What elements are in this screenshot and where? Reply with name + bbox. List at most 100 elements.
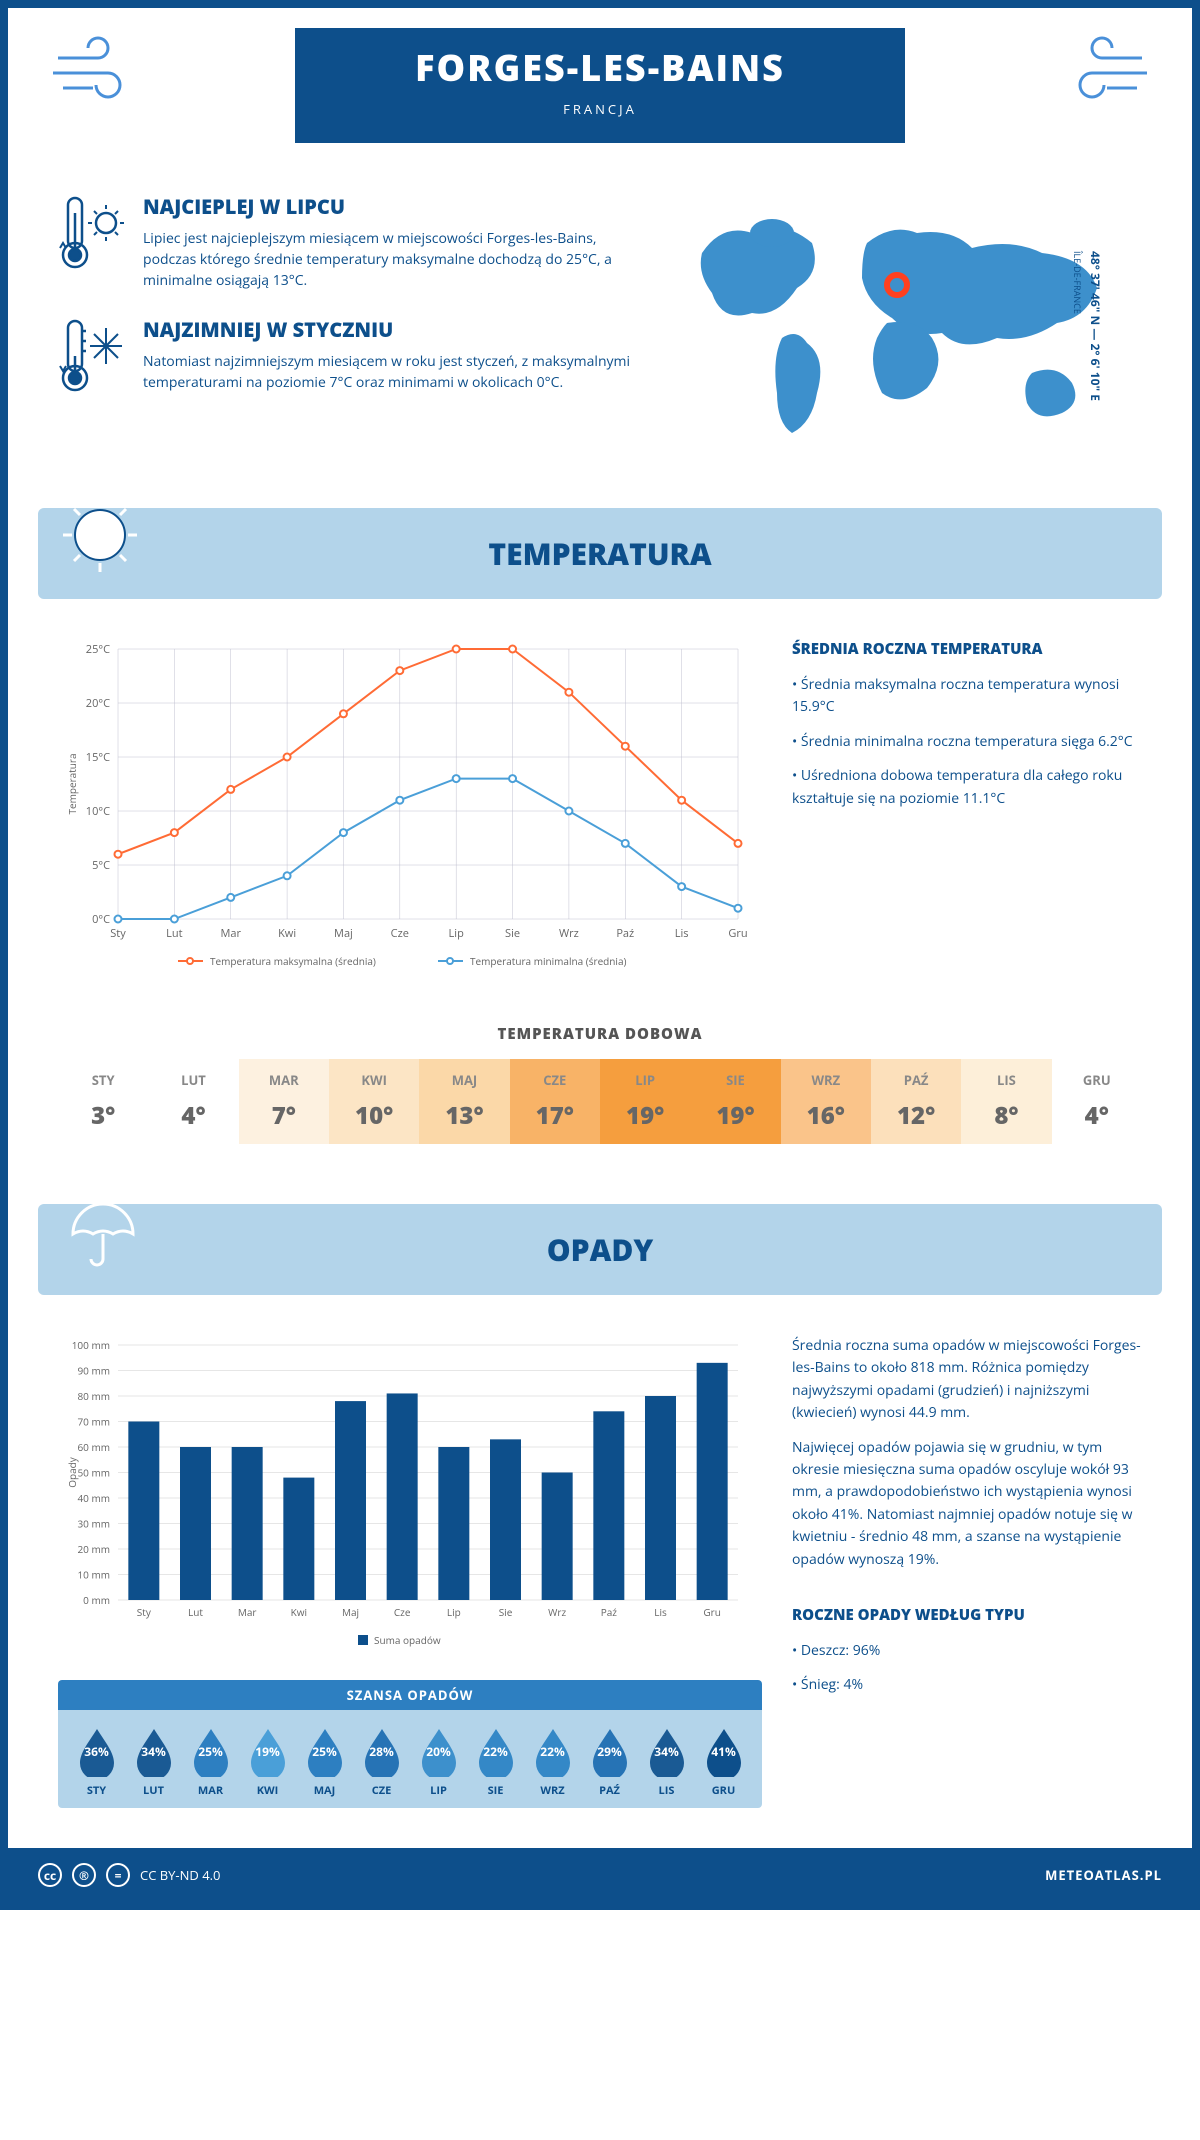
svg-text:Mar: Mar (220, 926, 241, 941)
svg-text:Suma opadów: Suma opadów (374, 1633, 441, 1647)
daily-temp-grid: STY3°LUT4°MAR7°KWI10°MAJ13°CZE17°LIP19°S… (58, 1059, 1142, 1144)
svg-text:Lip: Lip (447, 1605, 461, 1619)
license-block: cc ® = CC BY-ND 4.0 (38, 1863, 220, 1887)
svg-text:40 mm: 40 mm (77, 1491, 110, 1505)
svg-text:5°C: 5°C (92, 858, 110, 873)
intro-section: NAJCIEPLEJ W LIPCU Lipiec jest najcieple… (8, 163, 1192, 488)
svg-text:Sty: Sty (137, 1605, 152, 1619)
svg-text:Temperatura minimalna (średnia: Temperatura minimalna (średnia) (470, 954, 627, 968)
svg-text:Cze: Cze (394, 1605, 411, 1619)
svg-text:Cze: Cze (391, 926, 409, 941)
warmest-desc: Lipiec jest najcieplejszym miesiącem w m… (143, 228, 632, 291)
temperature-line-chart: 0°C5°C10°C15°C20°C25°CStyLutMarKwiMajCze… (58, 639, 762, 984)
svg-text:30 mm: 30 mm (77, 1517, 110, 1531)
svg-text:Maj: Maj (342, 1605, 359, 1619)
temp-stat-1: • Średnia maksymalna roczna temperatura … (792, 674, 1142, 719)
svg-text:Temperatura: Temperatura (65, 753, 79, 814)
rain-chance-cell: 25%MAJ (296, 1725, 353, 1798)
svg-text:Lis: Lis (654, 1605, 667, 1619)
rain-desc-2: Najwięcej opadów pojawia się w grudniu, … (792, 1437, 1142, 1571)
svg-text:Lis: Lis (675, 926, 689, 941)
page: FORGES-LES-BAINS FRANCJA NAJCIEPLEJ W LI… (0, 0, 1200, 1910)
svg-text:Opady: Opady (65, 1456, 79, 1488)
rain-chance-cell: 19%KWI (239, 1725, 296, 1798)
coldest-desc: Natomiast najzimniejszym miesiącem w rok… (143, 351, 632, 393)
rain-chance-cell: 28%CZE (353, 1725, 410, 1798)
rain-stats: Średnia roczna suma opadów w miejscowośc… (792, 1335, 1142, 1828)
svg-text:Kwi: Kwi (278, 926, 296, 941)
umbrella-icon (58, 1189, 143, 1274)
svg-text:Maj: Maj (334, 926, 353, 941)
daily-temp-cell: WRZ16° (781, 1059, 871, 1144)
svg-text:Sie: Sie (499, 1605, 513, 1619)
rain-type-title: ROCZNE OPADY WEDŁUG TYPU (792, 1605, 1142, 1625)
temp-stat-3: • Uśredniona dobowa temperatura dla całe… (792, 765, 1142, 810)
footer: cc ® = CC BY-ND 4.0 METEOATLAS.PL (8, 1848, 1192, 1902)
coldest-title: NAJZIMNIEJ W STYCZNIU (143, 316, 632, 343)
coords-value: 48° 37' 46" N — 2° 6' 10" E (1087, 250, 1104, 400)
nd-icon: = (106, 1863, 130, 1887)
temperature-section-header: TEMPERATURA (38, 508, 1162, 599)
svg-text:Mar: Mar (238, 1605, 257, 1619)
temperature-chart-area: 0°C5°C10°C15°C20°C25°CStyLutMarKwiMajCze… (8, 619, 1192, 1004)
svg-text:Lip: Lip (449, 926, 465, 941)
header: FORGES-LES-BAINS FRANCJA (8, 8, 1192, 163)
temperature-stats: ŚREDNIA ROCZNA TEMPERATURA • Średnia mak… (792, 639, 1142, 984)
rain-chance-cell: 22%WRZ (524, 1725, 581, 1798)
rain-bar-chart: 0 mm10 mm20 mm30 mm40 mm50 mm60 mm70 mm8… (58, 1335, 762, 1828)
thermometer-hot-icon (58, 193, 128, 291)
svg-text:100 mm: 100 mm (72, 1338, 110, 1352)
daily-temp-cell: LIP19° (600, 1059, 690, 1144)
daily-temp-cell: MAJ13° (419, 1059, 509, 1144)
daily-temp-cell: STY3° (58, 1059, 148, 1144)
daily-temp-cell: LIS8° (961, 1059, 1051, 1144)
daily-temperature: TEMPERATURA DOBOWA STY3°LUT4°MAR7°KWI10°… (8, 1004, 1192, 1184)
rain-desc-1: Średnia roczna suma opadów w miejscowośc… (792, 1335, 1142, 1425)
rain-section-header: OPADY (38, 1204, 1162, 1295)
rain-header-label: OPADY (547, 1229, 654, 1270)
daily-temp-title: TEMPERATURA DOBOWA (58, 1024, 1142, 1044)
by-icon: ® (72, 1863, 96, 1887)
svg-text:60 mm: 60 mm (77, 1440, 110, 1454)
site-name: METEOATLAS.PL (1045, 1866, 1162, 1884)
warmest-block: NAJCIEPLEJ W LIPCU Lipiec jest najcieple… (58, 193, 632, 291)
svg-text:50 mm: 50 mm (77, 1466, 110, 1480)
rain-chance-cell: 36%STY (68, 1725, 125, 1798)
rain-chart-area: 0 mm10 mm20 mm30 mm40 mm50 mm60 mm70 mm8… (8, 1315, 1192, 1848)
city-title: FORGES-LES-BAINS (415, 43, 785, 92)
svg-text:10°C: 10°C (86, 804, 110, 819)
daily-temp-cell: SIE19° (690, 1059, 780, 1144)
svg-text:15°C: 15°C (86, 750, 110, 765)
svg-text:Temperatura maksymalna (średni: Temperatura maksymalna (średnia) (210, 954, 376, 968)
svg-text:Wrz: Wrz (559, 926, 579, 941)
rain-chance-cell: 41%GRU (695, 1725, 752, 1798)
svg-text:20 mm: 20 mm (77, 1542, 110, 1556)
daily-temp-cell: PAŹ12° (871, 1059, 961, 1144)
svg-text:80 mm: 80 mm (77, 1389, 110, 1403)
thermometer-cold-icon (58, 316, 128, 413)
svg-text:Gru: Gru (728, 926, 747, 941)
temp-header-label: TEMPERATURA (488, 533, 711, 574)
daily-temp-cell: CZE17° (510, 1059, 600, 1144)
coordinates: 48° 37' 46" N — 2° 6' 10" E ÎLE-DE-FRANC… (1070, 250, 1104, 400)
title-banner: FORGES-LES-BAINS FRANCJA (295, 28, 905, 143)
intro-text-column: NAJCIEPLEJ W LIPCU Lipiec jest najcieple… (58, 193, 632, 458)
rain-chance-cell: 34%LIS (638, 1725, 695, 1798)
rain-chance-cell: 25%MAR (182, 1725, 239, 1798)
rain-chance-cell: 20%LIP (410, 1725, 467, 1798)
rain-chance-cell: 29%PAŹ (581, 1725, 638, 1798)
rain-type-1: • Deszcz: 96% (792, 1640, 1142, 1662)
svg-text:0°C: 0°C (92, 912, 110, 927)
daily-temp-cell: MAR7° (239, 1059, 329, 1144)
svg-text:Paź: Paź (601, 1605, 618, 1619)
svg-text:90 mm: 90 mm (77, 1364, 110, 1378)
rain-chance-cell: 22%SIE (467, 1725, 524, 1798)
sun-icon (58, 493, 143, 578)
daily-temp-cell: LUT4° (148, 1059, 238, 1144)
svg-text:Paź: Paź (616, 926, 634, 941)
svg-text:20°C: 20°C (86, 696, 110, 711)
warmest-text: NAJCIEPLEJ W LIPCU Lipiec jest najcieple… (143, 193, 632, 291)
rain-chance-title: SZANSA OPADÓW (58, 1680, 762, 1710)
wind-icon-left (48, 33, 138, 121)
country-label: FRANCJA (415, 100, 785, 118)
